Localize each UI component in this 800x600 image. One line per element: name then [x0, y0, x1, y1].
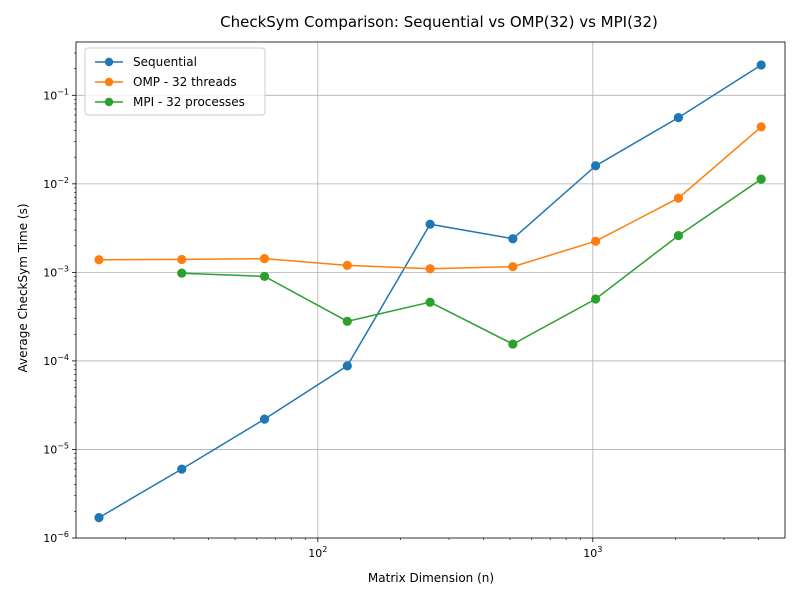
data-point: [177, 464, 187, 474]
x-tick-label: 103: [583, 545, 602, 560]
series-group: [94, 60, 766, 523]
data-point: [259, 414, 270, 424]
data-point: [591, 161, 601, 171]
plot-frame: [75, 41, 786, 539]
data-point: [342, 316, 352, 326]
data-point: [673, 231, 684, 241]
data-point: [756, 122, 766, 132]
series-2: [177, 174, 766, 349]
y-tick-label: 10−1: [43, 87, 69, 102]
legend-box: [84, 47, 266, 116]
legend-label: Sequential: [133, 55, 197, 69]
y-axis-label: Average CheckSym Time (s): [16, 203, 30, 372]
data-point: [673, 193, 684, 203]
legend-label: OMP - 32 threads: [133, 75, 237, 89]
series-0: [94, 60, 766, 523]
data-point: [508, 339, 518, 349]
x-axis-label: Matrix Dimension (n): [368, 571, 494, 585]
data-point: [756, 174, 766, 184]
data-point: [259, 254, 270, 264]
data-point: [425, 297, 435, 307]
legend-swatch-marker: [104, 57, 114, 67]
legend: Sequential OMP - 32 threads MPI - 32 proce…: [84, 47, 266, 116]
y-tick-label: 10−5: [43, 441, 69, 456]
data-point: [508, 262, 518, 272]
data-point: [342, 260, 352, 270]
data-point: [591, 294, 601, 304]
series-line: [181, 178, 762, 345]
chart-title: CheckSym Comparison: Sequential vs OMP(3…: [220, 13, 658, 31]
axis-ticks: 102 103 10−6 10−5 10−4 10−3 10−2 10−1: [43, 52, 759, 560]
data-point: [94, 255, 104, 265]
data-point: [259, 271, 270, 282]
data-point: [673, 113, 684, 123]
data-point: [177, 254, 187, 265]
data-point: [425, 264, 435, 274]
y-tick-label: 10−2: [43, 176, 69, 191]
series-1: [94, 122, 766, 274]
data-point: [342, 361, 352, 371]
data-point: [425, 219, 435, 229]
legend-swatch-marker: [104, 77, 114, 87]
data-point: [756, 60, 766, 70]
x-tick-label: 102: [308, 545, 327, 560]
y-tick-label: 10−6: [43, 530, 69, 545]
y-tick-label: 10−3: [43, 264, 69, 279]
data-point: [94, 512, 104, 523]
data-point: [177, 268, 187, 278]
legend-label: MPI - 32 processes: [133, 95, 245, 109]
data-point: [508, 234, 518, 244]
legend-swatch-marker: [104, 97, 114, 107]
data-point: [591, 236, 601, 246]
y-tick-label: 10−4: [43, 353, 69, 368]
